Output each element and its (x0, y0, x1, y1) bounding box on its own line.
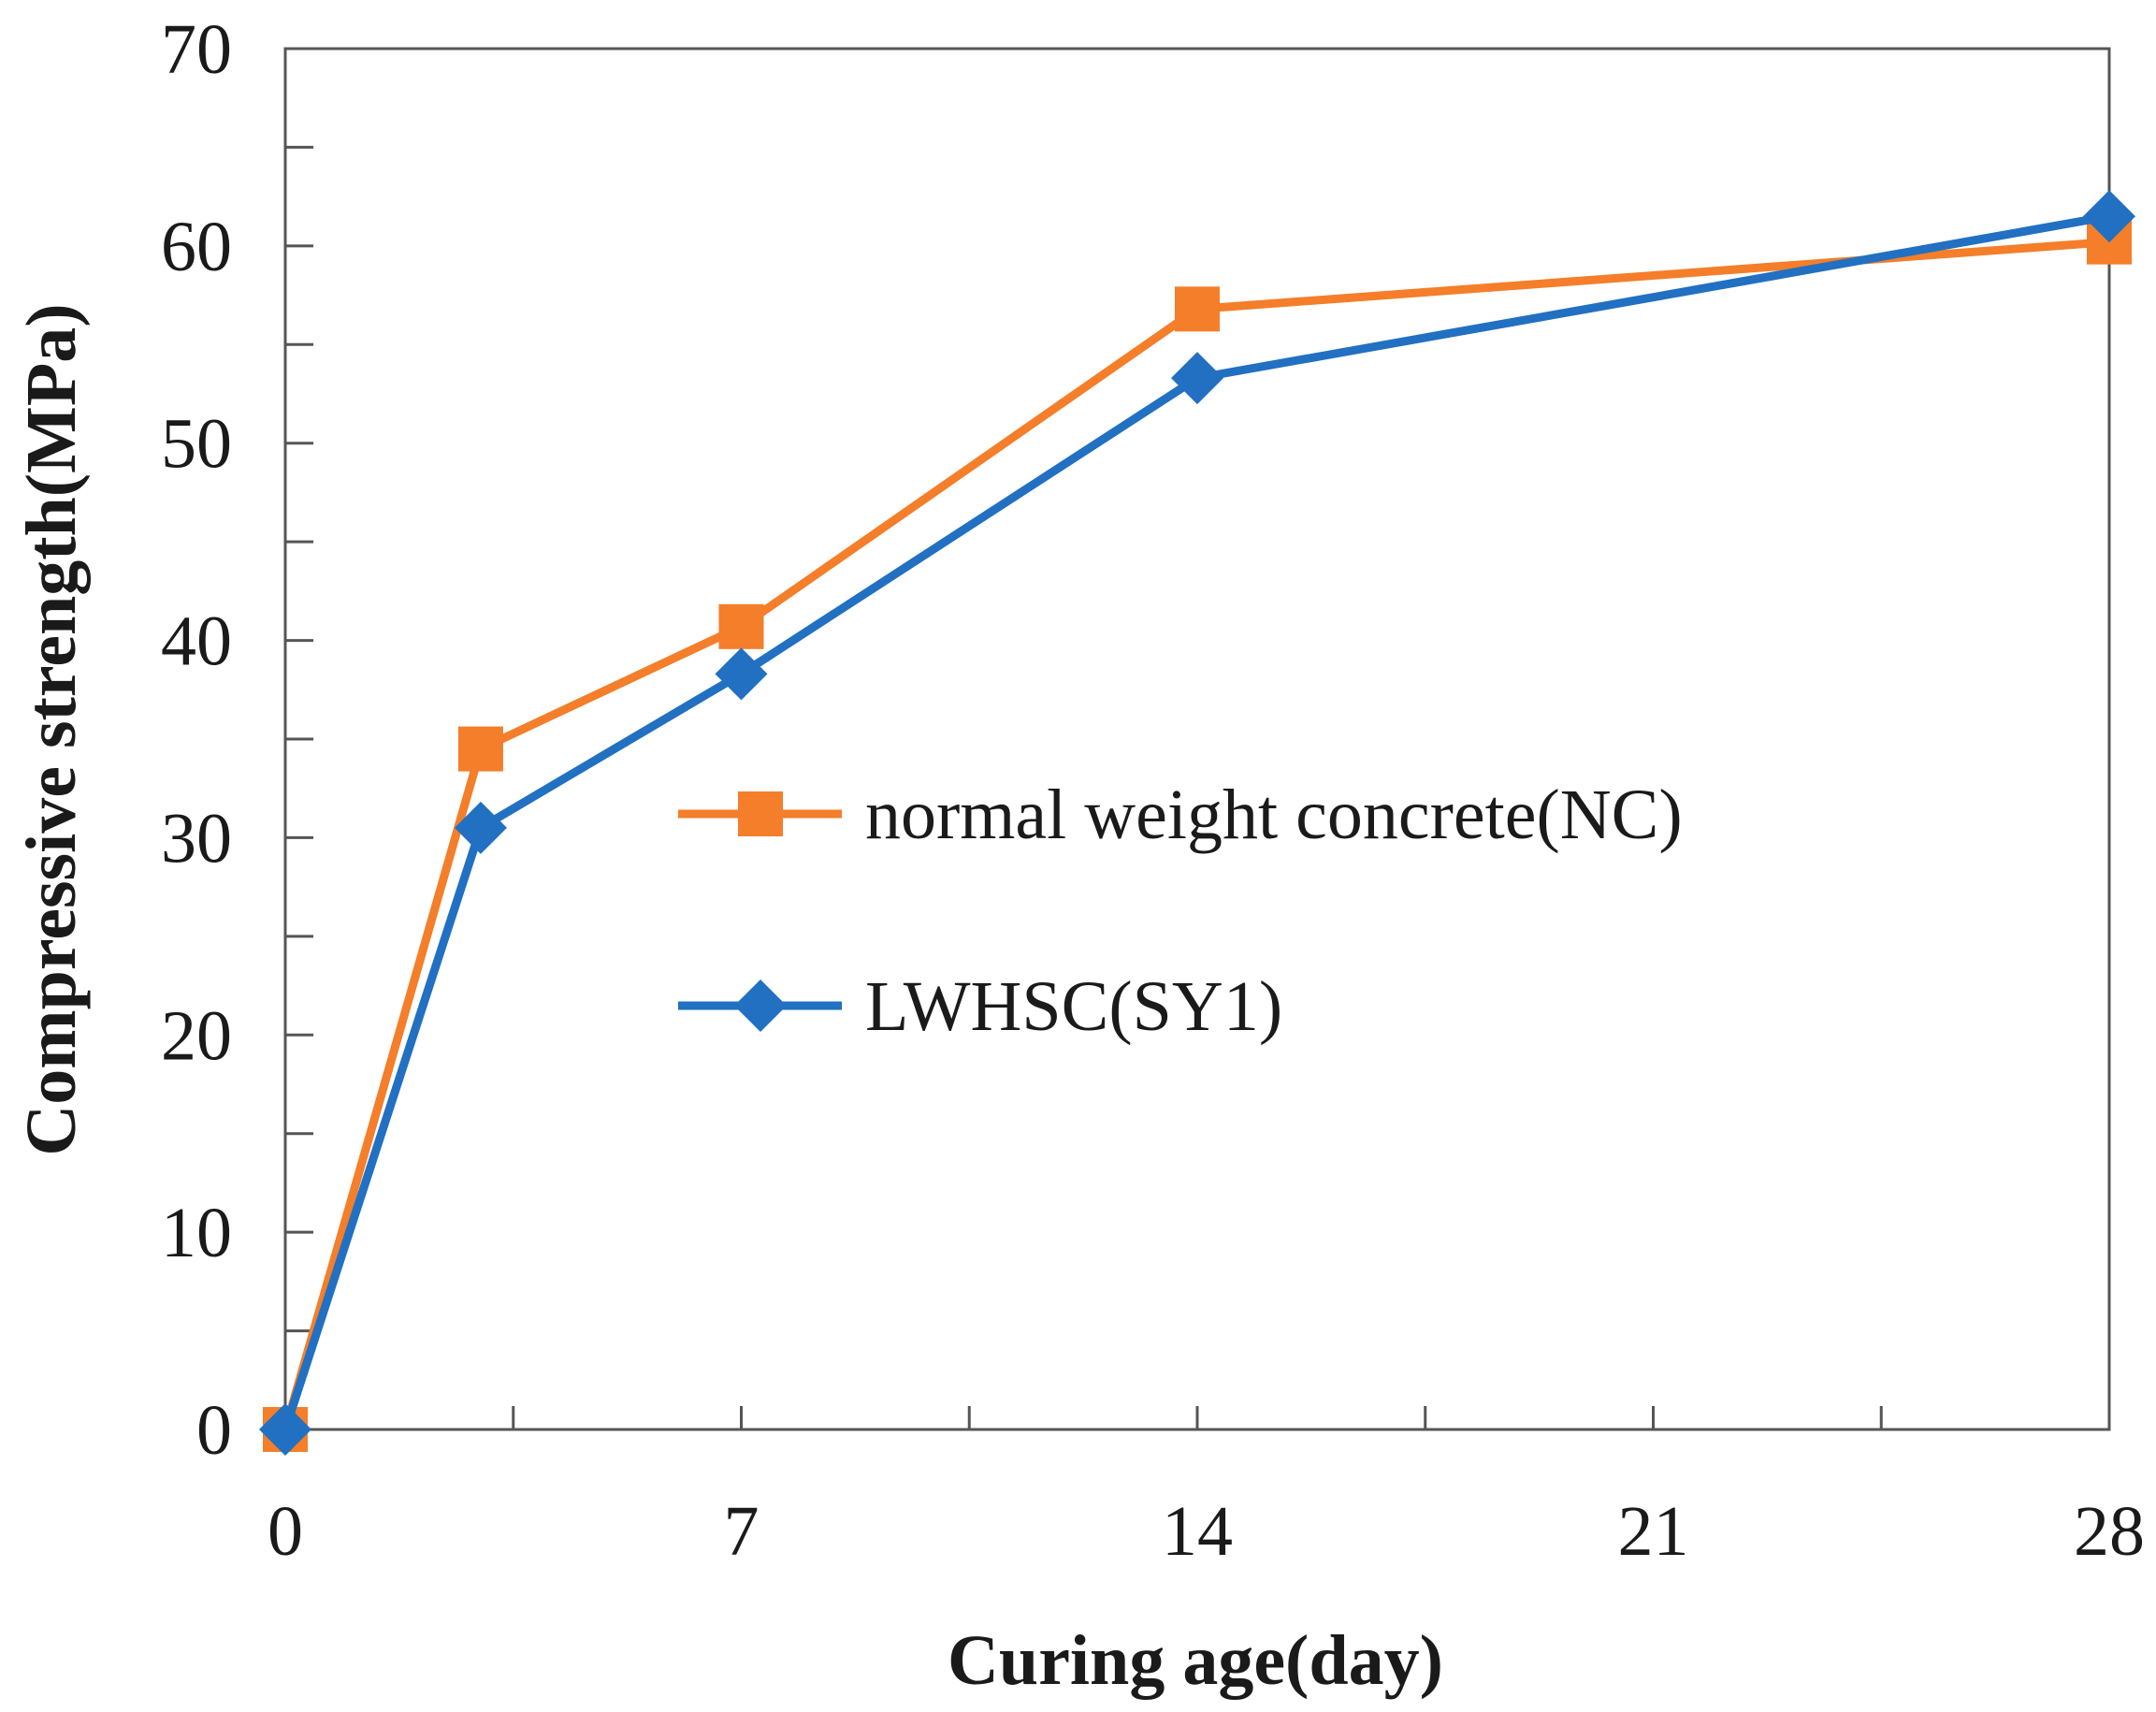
series-layer (259, 190, 2135, 1456)
legend-label-sy1: LWHSC(SY1) (865, 967, 1282, 1046)
series-1-point (1171, 352, 1223, 405)
series-0-point (718, 603, 764, 649)
legend-swatch-marker-nc (738, 791, 783, 836)
y-tick-label: 10 (161, 1194, 232, 1272)
x-tick-label: 21 (1618, 1492, 1689, 1571)
legend-swatch-marker-sy1 (734, 979, 787, 1032)
y-tick-label: 70 (161, 10, 232, 89)
series-0-point (1175, 286, 1220, 332)
x-tick-label: 0 (268, 1492, 303, 1571)
y-tick-label: 50 (161, 405, 232, 484)
legend: normal weight concrete(NC) LWHSC(SY1) (678, 776, 1683, 1046)
legend-label-nc: normal weight concrete(NC) (865, 776, 1683, 854)
series-0-point (457, 726, 503, 772)
y-tick-labels: 0 10 20 30 40 50 60 70 (161, 10, 232, 1470)
y-axis-title: Compressive strength(MPa) (12, 303, 91, 1155)
y-tick-label: 30 (161, 799, 232, 878)
x-tick-label: 7 (724, 1492, 760, 1571)
series-1-point (259, 1403, 311, 1456)
x-tick-labels: 0 7 14 21 28 (268, 1492, 2145, 1571)
series-1-point (454, 801, 507, 854)
y-tick-label: 40 (161, 602, 232, 681)
y-tick-label: 60 (161, 208, 232, 286)
minor-ticks (285, 47, 1883, 1431)
x-axis-title: Curing age(day) (948, 1621, 1443, 1700)
x-tick-label: 28 (2074, 1492, 2145, 1571)
series-1-point (2083, 190, 2135, 243)
series-1-point (715, 647, 768, 701)
x-tick-label: 14 (1162, 1492, 1233, 1571)
plot-frame (283, 47, 2111, 1431)
y-tick-label: 0 (196, 1391, 232, 1470)
y-tick-label: 20 (161, 996, 232, 1075)
